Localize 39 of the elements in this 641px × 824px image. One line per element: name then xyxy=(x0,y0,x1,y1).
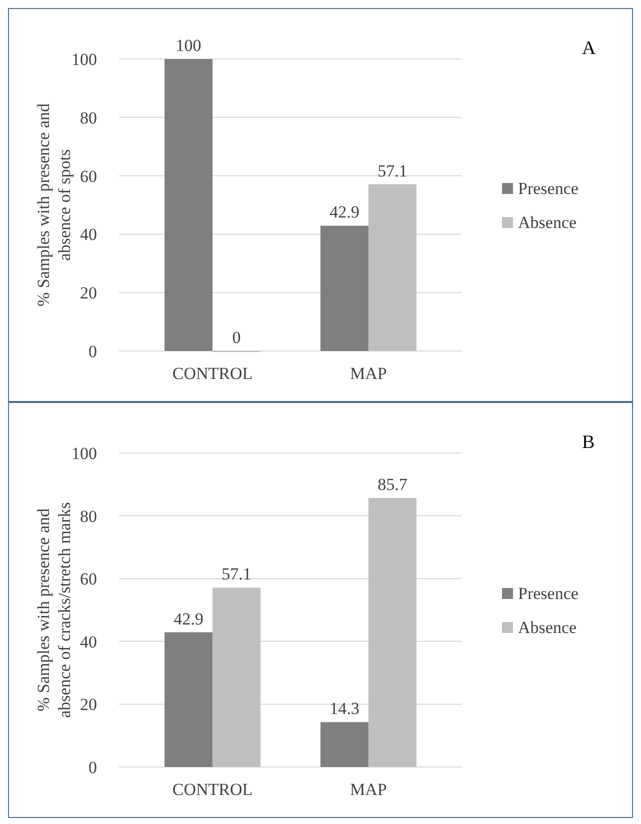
y-tick-label: 40 xyxy=(80,225,97,244)
y-tick-label: 100 xyxy=(72,444,97,463)
bar xyxy=(320,226,368,351)
y-tick-label: 0 xyxy=(88,758,97,777)
text: B xyxy=(582,432,595,453)
x-tick-label: MAP xyxy=(350,364,387,383)
data-label: 0 xyxy=(232,328,241,347)
bar xyxy=(212,588,261,767)
bar xyxy=(368,498,416,767)
data-label: 57.1 xyxy=(378,161,408,180)
y-tick-label: 60 xyxy=(80,166,97,186)
text: A xyxy=(582,38,596,59)
legend-label: Absence xyxy=(518,213,577,232)
data-label: 42.9 xyxy=(330,202,360,222)
legend-label: Presence xyxy=(518,584,578,603)
y-tick-label: 20 xyxy=(80,695,97,714)
bar xyxy=(164,632,213,767)
y-tick-label: 20 xyxy=(80,284,97,303)
y-tick-label: 40 xyxy=(80,632,97,652)
data-label: 42.9 xyxy=(174,609,204,628)
data-label: 57.1 xyxy=(222,564,252,584)
x-tick-label: CONTROL xyxy=(172,364,253,383)
y-axis-title: % Samples with presence and absence of spots xyxy=(34,103,74,306)
y-tick-label: 100 xyxy=(72,50,97,69)
data-label: 100 xyxy=(176,36,202,55)
y-tick-label: 60 xyxy=(80,570,97,589)
x-tick-label: CONTROL xyxy=(172,780,253,799)
y-tick-label: 80 xyxy=(80,506,97,526)
y-tick-label: 80 xyxy=(80,108,97,128)
legend-label: Presence xyxy=(518,179,578,198)
data-label: 14.3 xyxy=(330,699,360,718)
legend-label: Absence xyxy=(518,618,577,637)
bar xyxy=(368,184,416,351)
bar xyxy=(320,722,368,767)
y-axis-title: % Samples with presence and absence of cracks/stretch marks xyxy=(34,502,74,718)
x-tick-label: MAP xyxy=(350,780,387,799)
data-label: 85.7 xyxy=(378,474,408,494)
y-tick-label: 0 xyxy=(88,342,97,361)
bar xyxy=(164,59,213,351)
